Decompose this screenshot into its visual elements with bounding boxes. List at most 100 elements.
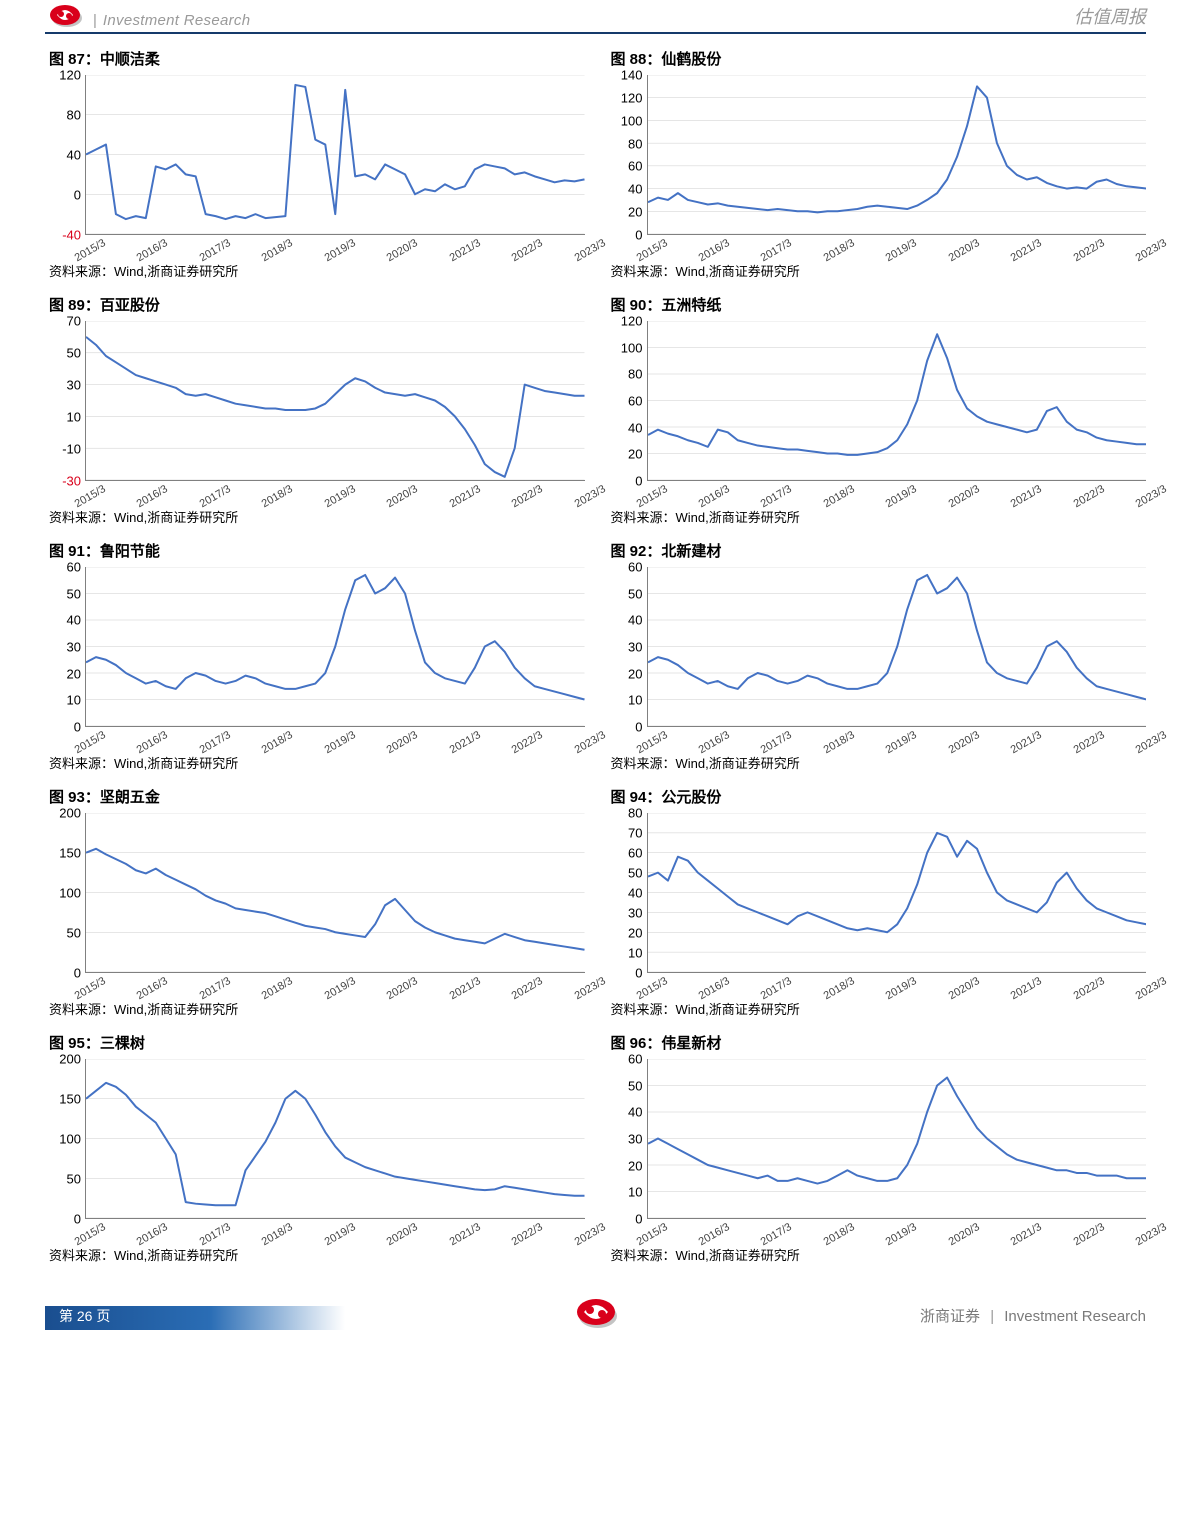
y-tick: 40 [628,420,642,435]
y-tick: 60 [628,159,642,174]
y-tick: 50 [67,346,81,361]
chart-title: 图 94：公元股份 [607,786,1147,807]
y-tick: 50 [628,1078,642,1093]
y-tick: 0 [74,188,81,203]
y-tick: 20 [628,1158,642,1173]
footer-separator: | [990,1308,994,1325]
y-axis: 12080400-40 [45,75,85,235]
y-tick: 80 [628,367,642,382]
footer-brand: 浙商证券 | Investment Research [920,1305,1146,1326]
y-tick: 40 [628,886,642,901]
y-tick: 50 [67,926,81,941]
plot-area [647,813,1147,973]
chart-source: 资料来源：Wind,浙商证券研究所 [45,999,585,1018]
y-axis: 6050403020100 [607,567,647,727]
x-tick: 2023/3 [572,483,607,510]
chart-source: 资料来源：Wind,浙商证券研究所 [607,1245,1147,1264]
chart-c93: 图 93：坚朗五金 2001501005002015/32016/32017/32… [45,786,585,1018]
chart-c96: 图 96：伟星新材60504030201002015/32016/32017/3… [607,1032,1147,1264]
y-tick: 20 [628,205,642,220]
footer-logo-icon [572,1292,620,1332]
y-tick: 0 [635,228,642,243]
chart-box: 1401201008060402002015/32016/32017/32018… [607,75,1147,257]
chart-title: 图 91：鲁阳节能 [45,540,585,561]
y-axis: 120100806040200 [607,321,647,481]
chart-source: 资料来源：Wind,浙商证券研究所 [607,261,1147,280]
chart-box: 60504030201002015/32016/32017/32018/3201… [45,567,585,749]
y-tick: 60 [628,846,642,861]
chart-box: 12080400-402015/32016/32017/32018/32019/… [45,75,585,257]
y-tick: 70 [628,826,642,841]
chart-source: 资料来源：Wind,浙商证券研究所 [45,507,585,526]
plot-area [85,75,585,235]
chart-title: 图 92：北新建材 [607,540,1147,561]
chart-c88: 图 88：仙鹤股份1401201008060402002015/32016/32… [607,48,1147,280]
y-tick: 40 [67,148,81,163]
y-tick: 60 [67,560,81,575]
plot-area [647,75,1147,235]
x-axis: 2015/32016/32017/32018/32019/32020/32021… [85,235,585,257]
x-tick: 2023/3 [1134,1221,1169,1248]
y-tick: 0 [74,966,81,981]
x-tick: 2023/3 [1134,975,1169,1002]
y-tick: -10 [62,442,81,457]
y-tick: 10 [628,693,642,708]
plot-area [647,1059,1147,1219]
header-right-text: 估值周报 [1074,3,1146,29]
y-tick: 50 [67,586,81,601]
y-tick: 120 [621,314,643,329]
y-tick: 120 [621,90,643,105]
y-tick: 150 [59,846,81,861]
y-tick: 0 [74,720,81,735]
y-tick: 30 [628,1132,642,1147]
y-tick: 0 [635,720,642,735]
y-tick: 200 [59,1052,81,1067]
x-axis: 2015/32016/32017/32018/32019/32020/32021… [85,727,585,749]
y-tick: 0 [74,1212,81,1227]
x-axis: 2015/32016/32017/32018/32019/32020/32021… [647,727,1147,749]
y-tick: 30 [628,640,642,655]
y-tick: 60 [628,394,642,409]
plot-area [647,321,1147,481]
x-axis: 2015/32016/32017/32018/32019/32020/32021… [85,481,585,503]
y-tick: 10 [67,410,81,425]
chart-source: 资料来源：Wind,浙商证券研究所 [45,261,585,280]
x-axis: 2015/32016/32017/32018/32019/32020/32021… [85,973,585,995]
y-tick: 80 [67,108,81,123]
x-tick: 2023/3 [572,237,607,264]
footer-page-number: 第 26 页 [59,1306,110,1326]
x-axis: 2015/32016/32017/32018/32019/32020/32021… [85,1219,585,1241]
chart-box: 60504030201002015/32016/32017/32018/3201… [607,1059,1147,1241]
header-separator: | [93,12,97,29]
chart-c95: 图 95：三棵树2001501005002015/32016/32017/320… [45,1032,585,1264]
y-axis: 200150100500 [45,1059,85,1219]
y-axis: 140120100806040200 [607,75,647,235]
x-axis: 2015/32016/32017/32018/32019/32020/32021… [647,973,1147,995]
x-tick: 2023/3 [1134,483,1169,510]
chart-c90: 图 90：五洲特纸1201008060402002015/32016/32017… [607,294,1147,526]
x-tick: 2023/3 [1134,237,1169,264]
chart-source: 资料来源：Wind,浙商证券研究所 [607,753,1147,772]
brand-logo-icon [45,1,85,29]
chart-box: 70503010-10-302015/32016/32017/32018/320… [45,321,585,503]
chart-title: 图 89：百亚股份 [45,294,585,315]
chart-source: 资料来源：Wind,浙商证券研究所 [45,753,585,772]
y-tick: 100 [621,340,643,355]
y-tick: 0 [635,474,642,489]
y-tick: 80 [628,806,642,821]
chart-title: 图 87：中顺洁柔 [45,48,585,69]
y-tick: 50 [67,1172,81,1187]
y-tick: 40 [628,1105,642,1120]
y-tick: -40 [62,228,81,243]
y-tick: 60 [628,1052,642,1067]
chart-title: 图 96：伟星新材 [607,1032,1147,1053]
chart-title: 图 93：坚朗五金 [45,786,585,807]
y-axis: 200150100500 [45,813,85,973]
y-tick: 10 [67,693,81,708]
y-tick: 0 [635,1212,642,1227]
footer-brand-en: Investment Research [1004,1308,1146,1325]
x-tick: 2023/3 [572,1221,607,1248]
y-tick: 80 [628,136,642,151]
y-axis: 70503010-10-30 [45,321,85,481]
plot-area [85,1059,585,1219]
